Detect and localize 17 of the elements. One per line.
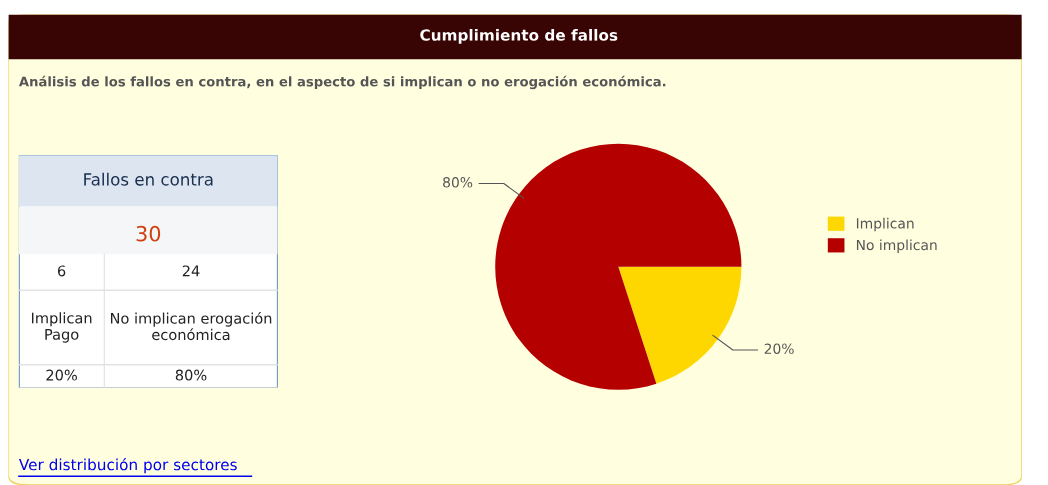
pie-slice	[495, 143, 742, 390]
text: Fallos en contra	[84, 172, 213, 186]
text: Ver distribución por sectores	[18, 457, 237, 474]
chart-subtitle: Análisis de los fallos en contra, en el aspecto de si implican o no erogación económica.	[18, 75, 666, 90]
data-label: 20%	[764, 343, 794, 354]
pie-slice	[618, 266, 742, 384]
chart-title: Cumplimiento de fallos	[420, 28, 618, 44]
text: Implican Pago	[31, 312, 92, 343]
text: 30	[136, 225, 161, 242]
text: 20%	[46, 369, 77, 381]
text: 80%	[175, 369, 207, 381]
text: 6	[57, 265, 66, 277]
data-label: 80%	[443, 177, 473, 188]
text: 24	[182, 265, 200, 277]
text: No implican erogación económica	[110, 311, 272, 341]
legend-label: No implican	[856, 239, 937, 253]
legend-label: Implican	[856, 217, 914, 232]
